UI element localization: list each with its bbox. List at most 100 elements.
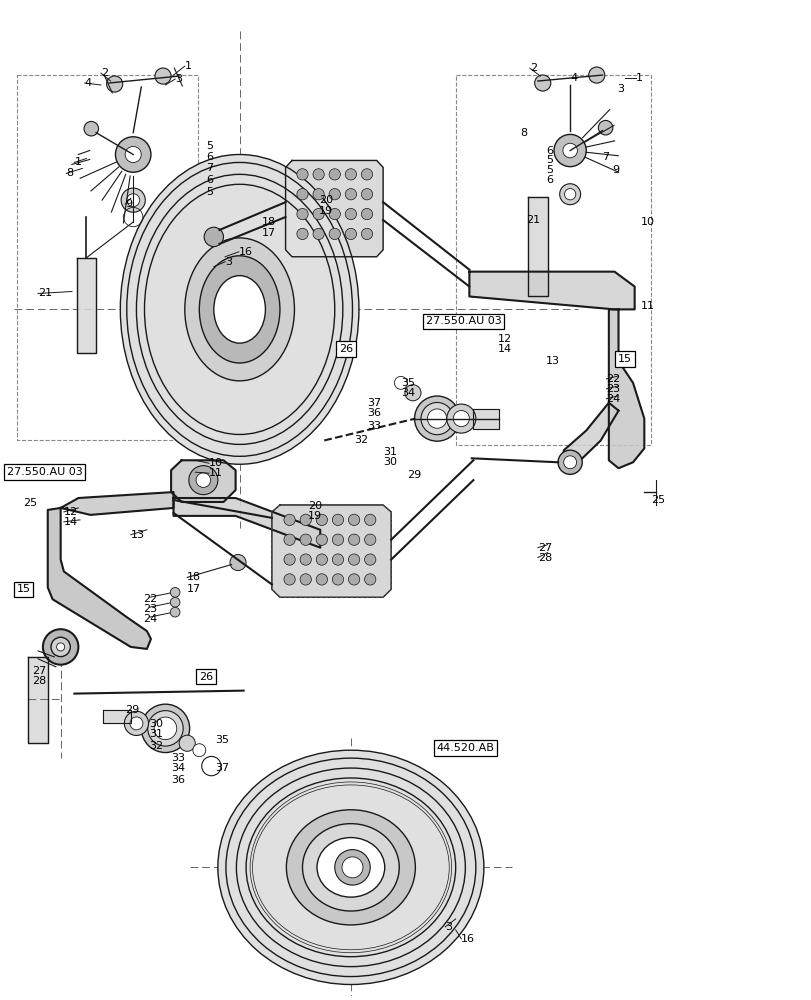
Text: 21: 21 [526,215,539,225]
Circle shape [348,534,359,545]
Text: 23: 23 [606,384,620,394]
Circle shape [427,409,446,428]
Circle shape [553,134,586,167]
Circle shape [564,189,575,200]
Text: 36: 36 [367,408,380,418]
Circle shape [230,554,246,571]
Text: 16: 16 [461,934,474,944]
Circle shape [121,188,145,212]
Text: 25: 25 [24,498,37,508]
Circle shape [328,208,340,220]
Text: 20: 20 [318,195,333,205]
Text: 30: 30 [383,457,397,467]
Circle shape [559,184,580,205]
Circle shape [361,208,372,220]
Circle shape [315,534,327,545]
Text: 13: 13 [131,530,144,540]
Circle shape [297,228,307,240]
Text: 6: 6 [205,175,212,185]
Text: 12: 12 [64,507,78,517]
Text: 27: 27 [537,543,551,553]
Text: 19: 19 [307,511,322,521]
Circle shape [170,587,180,597]
Text: 3: 3 [444,922,452,932]
Text: 24: 24 [606,394,620,404]
Circle shape [598,120,612,135]
Text: 4: 4 [569,73,577,83]
Circle shape [328,228,340,240]
Text: 10: 10 [208,458,223,468]
Polygon shape [608,309,643,468]
Text: 8: 8 [67,168,73,178]
Polygon shape [61,492,174,515]
Circle shape [300,534,311,545]
Ellipse shape [120,155,358,464]
Text: 29: 29 [125,705,139,715]
Circle shape [170,597,180,607]
Circle shape [453,411,469,427]
Circle shape [345,189,356,200]
Circle shape [394,376,407,389]
Text: 25: 25 [650,495,664,505]
Circle shape [130,717,143,730]
Circle shape [284,554,295,565]
Circle shape [148,711,183,746]
Polygon shape [48,508,151,649]
Circle shape [345,228,356,240]
Text: 8: 8 [520,128,526,138]
Text: 3: 3 [616,84,623,94]
Circle shape [312,169,324,180]
Circle shape [204,227,223,247]
Ellipse shape [185,238,294,381]
Text: 11: 11 [208,468,223,478]
Text: 5: 5 [545,165,552,175]
Text: 19: 19 [318,206,333,216]
Text: 22: 22 [606,374,620,384]
Circle shape [332,534,343,545]
Text: 14: 14 [497,344,511,354]
Text: 22: 22 [143,594,157,604]
Circle shape [348,574,359,585]
Text: 33: 33 [171,753,185,763]
Circle shape [155,68,171,84]
Circle shape [534,75,550,91]
Text: 11: 11 [641,301,654,311]
Text: 15: 15 [617,354,631,364]
Text: 1: 1 [185,61,191,71]
Circle shape [300,514,311,525]
Circle shape [300,554,311,565]
Circle shape [341,857,363,878]
Text: 13: 13 [545,356,560,366]
Circle shape [364,534,375,545]
Text: 31: 31 [383,447,397,457]
Circle shape [57,643,65,651]
Ellipse shape [303,824,399,911]
Circle shape [328,189,340,200]
Text: 3: 3 [225,257,232,267]
Text: 3: 3 [175,74,182,84]
Polygon shape [174,498,320,548]
Circle shape [193,744,205,757]
Circle shape [345,208,356,220]
Circle shape [127,194,139,207]
Text: 5: 5 [205,141,212,151]
Text: 4: 4 [84,78,92,88]
Circle shape [364,514,375,525]
Circle shape [588,67,604,83]
Text: 17: 17 [187,584,201,594]
Text: 7: 7 [205,163,212,173]
Text: 26: 26 [199,672,212,682]
Circle shape [332,574,343,585]
Polygon shape [102,710,131,723]
Text: 18: 18 [187,572,201,582]
Text: 1: 1 [636,73,642,83]
Circle shape [51,637,71,657]
Circle shape [179,735,195,751]
Circle shape [106,76,122,92]
Circle shape [125,146,141,163]
Text: 21: 21 [38,288,52,298]
Circle shape [141,704,190,753]
Circle shape [195,473,210,487]
Circle shape [405,385,420,401]
Circle shape [364,574,375,585]
